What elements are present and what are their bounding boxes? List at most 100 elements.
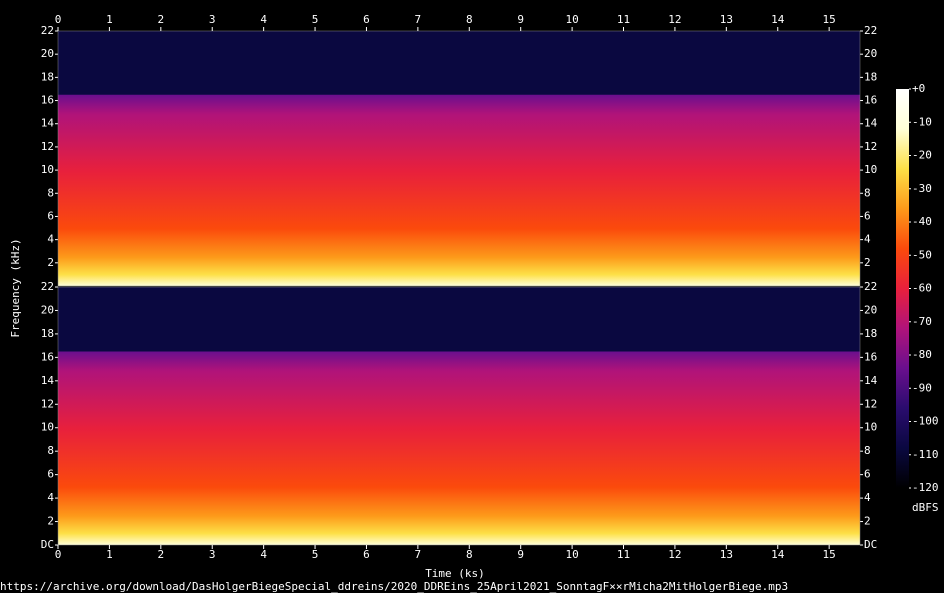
x-tick-label-top: 13 [720,13,733,26]
x-tick-label: 3 [209,548,216,561]
spectrogram-energy [58,94,860,286]
y-tick-label: 2 [47,515,54,528]
panel-frame [57,286,861,546]
y-tick-label-right: 4 [864,233,871,246]
y-tick-label: 18 [41,327,54,340]
y-tick-label-right: 12 [864,397,877,410]
y-tick-label: 14 [41,374,55,387]
x-tick-label-top: 14 [771,13,785,26]
y-tick-label-right: 22 [864,280,877,293]
y-tick-label: 20 [41,47,54,60]
y-tick-label-right: 22 [864,24,877,37]
y-tick-label: 6 [47,209,54,222]
x-tick-label: 1 [106,548,113,561]
x-tick-label-top: 6 [363,13,370,26]
x-tick-label: 5 [312,548,319,561]
y-tick-label: 16 [41,350,54,363]
y-tick-label-right: 20 [864,47,877,60]
y-tick-label: 8 [47,444,54,457]
x-tick-label-top: 1 [106,13,113,26]
x-tick-label: 6 [363,548,370,561]
x-tick-label: 13 [720,548,733,561]
colorbar-tick-label: -30 [912,182,932,195]
y-tick-label: 12 [41,140,54,153]
colorbar-tick-label: -60 [912,282,932,295]
y-tick-label-right: 14 [864,117,878,130]
x-tick-label-top: 15 [823,13,836,26]
colorbar-tick-label: -80 [912,348,932,361]
source-url: https://archive.org/download/DasHolgerBi… [0,580,788,593]
colorbar-tick-label: -50 [912,248,932,261]
y-tick-label: 10 [41,421,54,434]
x-tick-label-top: 12 [668,13,681,26]
y-tick-label: 2 [47,256,54,269]
x-tick-label-top: 4 [260,13,267,26]
x-tick-label: 11 [617,548,630,561]
x-tick-label: 9 [517,548,524,561]
colorbar-tick-label: -40 [912,215,932,228]
x-tick-label-top: 9 [517,13,524,26]
y-tick-label: 10 [41,163,54,176]
colorbar-label: dBFS [912,501,939,514]
panel-frame [57,30,861,287]
x-tick-label-top: 8 [466,13,473,26]
x-tick-label-top: 3 [209,13,216,26]
x-tick-label: 14 [771,548,785,561]
x-axis-label: Time (ks) [425,567,485,580]
y-tick-label: 8 [47,186,54,199]
colorbar-tick-label: -70 [912,315,932,328]
y-tick-label-right: 8 [864,444,871,457]
y-tick-label-right: 2 [864,515,871,528]
y-tick-label-right: 4 [864,491,871,504]
x-tick-label: 15 [823,548,836,561]
y-tick-label-right: 2 [864,256,871,269]
y-tick-label-right: 18 [864,327,877,340]
colorbar-tick-label: -10 [912,115,932,128]
y-tick-label-right: 14 [864,374,878,387]
x-tick-label-top: 11 [617,13,630,26]
colorbar [896,89,909,488]
x-tick-label: 0 [55,548,62,561]
y-tick-label: 22 [41,24,54,37]
x-tick-label: 2 [158,548,165,561]
y-tick-label: 6 [47,468,54,481]
y-tick-label: 14 [41,117,55,130]
y-tick-label-right: 10 [864,163,877,176]
y-axis-label: Frequency (kHz) [9,238,22,337]
colorbar-tick-label: -120 [912,481,939,494]
y-tick-label-right: 16 [864,350,877,363]
colorbar-tick-label: -20 [912,149,932,162]
x-tick-label-top: 5 [312,13,319,26]
y-tick-label-right: 16 [864,94,877,107]
x-tick-label: 7 [415,548,422,561]
x-tick-label-top: 2 [158,13,165,26]
y-tick-label: 18 [41,70,54,83]
y-tick-label-right: DC [864,538,877,551]
y-tick-label: 12 [41,397,54,410]
y-tick-label-right: 18 [864,70,877,83]
colorbar-tick-label: +0 [912,82,925,95]
x-tick-label-top: 7 [415,13,422,26]
spectrogram-energy [58,351,860,545]
y-tick-label-right: 6 [864,209,871,222]
y-tick-label-right: 10 [864,421,877,434]
colorbar-tick-label: -110 [912,448,939,461]
colorbar-tick-label: -100 [912,415,939,428]
y-tick-label: 22 [41,280,54,293]
y-tick-label: 16 [41,94,54,107]
x-tick-label-top: 10 [565,13,578,26]
x-tick-label: 8 [466,548,473,561]
y-tick-label: 4 [47,491,54,504]
y-tick-label-right: 12 [864,140,877,153]
y-tick-label: 4 [47,233,54,246]
y-tick-label: DC [41,538,54,551]
y-tick-label-right: 8 [864,186,871,199]
y-tick-label: 20 [41,303,54,316]
x-tick-label: 4 [260,548,267,561]
x-tick-label: 12 [668,548,681,561]
x-tick-label-top: 0 [55,13,62,26]
colorbar-tick-label: -90 [912,381,932,394]
x-tick-label: 10 [565,548,578,561]
y-tick-label-right: 6 [864,468,871,481]
